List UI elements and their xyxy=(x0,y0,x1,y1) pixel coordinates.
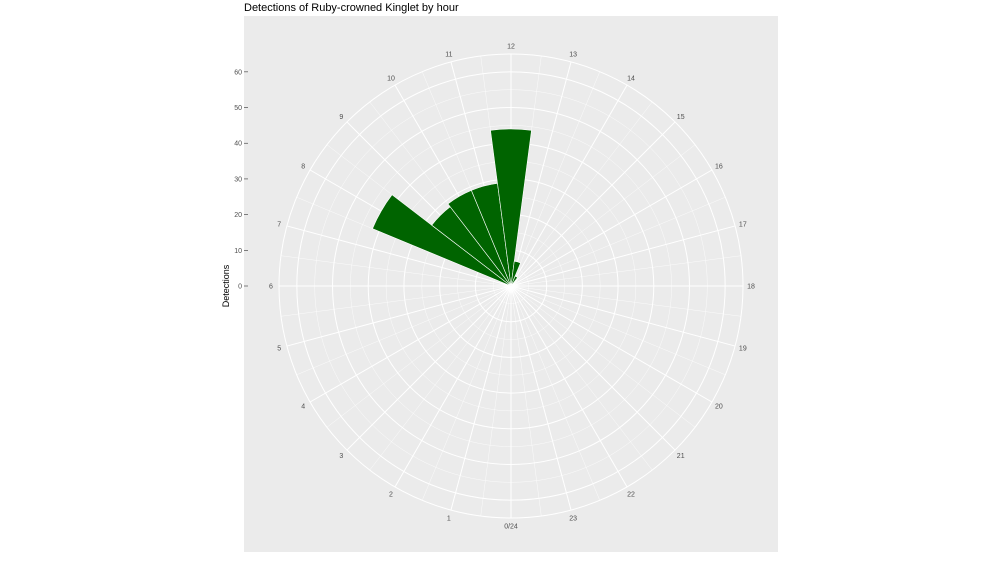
grid-spoke-minor xyxy=(421,285,512,501)
grid-spoke-minor xyxy=(510,255,742,287)
grid-spoke-minor xyxy=(510,285,726,376)
hour-label: 20 xyxy=(715,404,723,411)
hour-label: 5 xyxy=(277,346,281,353)
grid-spoke-major xyxy=(510,285,628,488)
bar-hour-14 xyxy=(510,275,518,287)
hour-label: 4 xyxy=(301,404,305,411)
grid-spoke-minor xyxy=(480,285,512,517)
grid-spoke-minor xyxy=(510,101,653,287)
hour-label: 13 xyxy=(569,52,577,59)
hour-labels: 0/24123456789101112131415161718192021222… xyxy=(269,44,755,531)
y-tick-label: 50 xyxy=(234,105,242,112)
hour-label: 10 xyxy=(387,76,395,83)
hour-label: 0/24 xyxy=(504,524,518,531)
grid-spoke-minor xyxy=(280,255,512,287)
grid-spoke-minor xyxy=(510,285,653,471)
hour-label: 6 xyxy=(269,284,273,291)
hour-label: 17 xyxy=(739,221,747,228)
grid-spoke-major xyxy=(309,285,512,403)
y-tick-label: 0 xyxy=(238,284,242,291)
hour-label: 3 xyxy=(339,453,343,460)
hour-label: 9 xyxy=(339,114,343,121)
hour-label: 22 xyxy=(627,491,635,498)
grid-spoke-major xyxy=(510,61,572,287)
grid-spoke-minor xyxy=(510,71,601,287)
grid-spoke-major xyxy=(510,169,713,287)
grid-spoke-major xyxy=(510,121,676,287)
grid-spoke-minor xyxy=(510,285,742,317)
grid-spoke-minor xyxy=(296,285,512,376)
grid-spoke-minor xyxy=(280,285,512,317)
grid-spoke-major xyxy=(394,285,512,488)
y-tick-label: 20 xyxy=(234,212,242,219)
hour-label: 18 xyxy=(747,284,755,291)
grid-spoke-major xyxy=(286,225,512,287)
grid-spoke-major xyxy=(286,285,512,347)
grid-spoke-minor xyxy=(510,196,726,287)
hour-label: 11 xyxy=(445,52,452,59)
grid-spoke-major xyxy=(510,285,572,511)
bars xyxy=(372,128,532,287)
grid-spoke-minor xyxy=(510,144,696,287)
grid-spoke-minor xyxy=(326,285,512,428)
hour-label: 23 xyxy=(569,515,577,522)
grid-spoke-major xyxy=(510,285,736,347)
y-tick-label: 60 xyxy=(234,69,242,76)
grid-spoke-major xyxy=(346,285,512,451)
hour-label: 8 xyxy=(301,164,305,171)
chart-title: Detections of Ruby-crowned Kinglet by ho… xyxy=(244,2,459,14)
grid-spoke-minor xyxy=(369,285,512,471)
grid-spoke-major xyxy=(510,285,676,451)
y-axis-ticks: 0 10 20 30 40 50 60 xyxy=(234,69,248,291)
hour-label: 7 xyxy=(277,221,281,228)
grid-spoke-minor xyxy=(510,285,696,428)
y-tick-label: 40 xyxy=(234,141,242,148)
hour-label: 1 xyxy=(447,515,451,522)
hour-label: 19 xyxy=(739,346,747,353)
hour-label: 2 xyxy=(389,491,393,498)
bar-hour-8 xyxy=(372,194,512,287)
hour-label: 16 xyxy=(715,164,723,171)
grid-spoke-major xyxy=(510,225,736,287)
hour-label: 21 xyxy=(677,453,685,460)
hour-label: 14 xyxy=(627,76,635,83)
grid-spoke-major xyxy=(510,285,713,403)
y-tick-label: 30 xyxy=(234,176,242,183)
grid-spoke-minor xyxy=(510,285,542,517)
y-tick-label: 10 xyxy=(234,248,242,255)
grid-spoke-major xyxy=(450,285,512,511)
grid-spoke-minor xyxy=(510,285,601,501)
bar-hour-12 xyxy=(490,128,532,287)
hour-label: 12 xyxy=(507,44,515,51)
grid-spoke-major xyxy=(510,84,628,287)
y-axis-label: Detections xyxy=(221,264,231,307)
hour-label: 15 xyxy=(677,114,685,121)
